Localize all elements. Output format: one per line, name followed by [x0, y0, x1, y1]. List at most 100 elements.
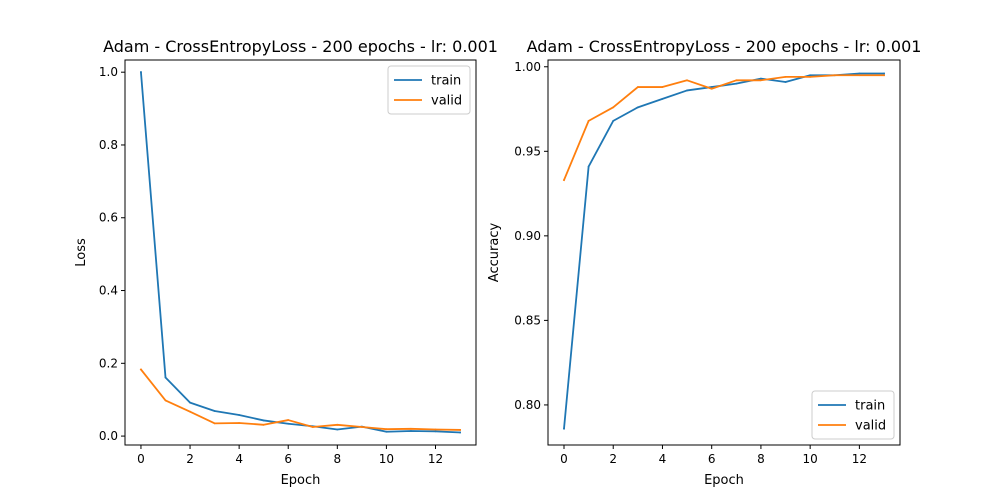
- loss-train-point: [385, 430, 388, 433]
- loss-train-point: [164, 376, 167, 379]
- loss-train-point: [140, 71, 142, 74]
- accuracy-chart-title: Adam - CrossEntropyLoss - 200 epochs - l…: [527, 37, 922, 56]
- accuracy-valid-point: [612, 106, 615, 109]
- accuracy-train-point: [735, 82, 738, 85]
- accuracy-x-tick-label: 2: [609, 452, 617, 466]
- loss-valid-point: [262, 423, 265, 426]
- accuracy-train-point: [661, 97, 664, 100]
- accuracy-x-tick-label: 10: [803, 452, 818, 466]
- accuracy-valid-point: [784, 76, 787, 78]
- accuracy-valid-point: [710, 87, 713, 90]
- loss-train-point: [287, 422, 290, 425]
- loss-y-tick-label: 0.8: [99, 138, 118, 152]
- loss-x-tick-label: 4: [235, 452, 243, 466]
- accuracy-series-valid-line: [562, 74, 885, 182]
- loss-y-tick-label: 0.0: [99, 429, 118, 443]
- loss-valid-point: [238, 422, 241, 424]
- loss-train-point: [434, 430, 437, 433]
- accuracy-train-point: [686, 89, 688, 92]
- loss-valid-point: [434, 428, 437, 431]
- loss-y-tick-label: 0.4: [99, 284, 118, 298]
- loss-x-tick-label: 0: [137, 452, 145, 466]
- accuracy-x-tick-label: 8: [757, 452, 765, 466]
- accuracy-train-point: [587, 165, 590, 168]
- loss-y-axis-label: Loss: [74, 238, 89, 267]
- accuracy-valid-point: [833, 74, 836, 77]
- accuracy-valid-point: [883, 74, 885, 77]
- accuracy-train-point: [636, 106, 639, 109]
- loss-x-tick-label: 2: [186, 452, 194, 466]
- loss-train-point: [459, 431, 461, 434]
- loss-axes-frame: [124, 59, 477, 446]
- accuracy-x-tick-label: 4: [659, 452, 667, 466]
- loss-valid-point: [385, 428, 388, 431]
- accuracy-y-tick-label: 1.00: [514, 60, 541, 74]
- accuracy-valid-point: [809, 76, 812, 78]
- accuracy-train-point: [612, 119, 615, 122]
- accuracy-train-point: [784, 81, 787, 83]
- loss-series-train-line: [139, 71, 461, 434]
- accuracy-valid-point: [636, 86, 639, 88]
- loss-y-tick-label: 1.0: [99, 65, 118, 79]
- accuracy-x-tick-label: 0: [560, 452, 568, 466]
- loss-valid-point: [164, 399, 167, 402]
- loss-valid-point: [410, 427, 412, 430]
- accuracy-valid-point: [587, 119, 590, 122]
- loss-valid-point: [140, 368, 142, 371]
- loss-legend-box: [387, 65, 471, 115]
- accuracy-train-point: [809, 74, 812, 77]
- loss-x-axis-label: Epoch: [281, 473, 321, 488]
- accuracy-y-tick-label: 0.85: [514, 313, 541, 327]
- accuracy-subplot: Adam - CrossEntropyLoss - 200 epochs - l…: [487, 37, 921, 488]
- accuracy-axes-frame: [547, 59, 901, 446]
- accuracy-y-tick-label: 0.95: [514, 144, 541, 158]
- loss-valid-point: [189, 410, 191, 413]
- loss-x-tick-label: 8: [333, 452, 341, 466]
- loss-valid-point: [360, 426, 363, 428]
- loss-train-point: [336, 428, 339, 431]
- loss-series-valid-line: [139, 368, 461, 431]
- accuracy-x-tick-label: 12: [852, 452, 867, 466]
- accuracy-x-tick-label: 6: [708, 452, 716, 466]
- accuracy-legend-valid-label: valid: [855, 419, 886, 434]
- loss-train-point: [238, 414, 241, 416]
- accuracy-train-point: [563, 427, 565, 430]
- accuracy-valid-point: [686, 79, 688, 82]
- accuracy-train-point: [858, 72, 861, 75]
- accuracy-x-axis-label: Epoch: [704, 473, 744, 488]
- loss-x-tick-label: 12: [428, 452, 443, 466]
- loss-subplot: Adam - CrossEntropyLoss - 200 epochs - l…: [74, 37, 498, 488]
- loss-legend-valid-label: valid: [431, 94, 462, 109]
- loss-train-point: [189, 401, 191, 404]
- accuracy-train-point: [760, 77, 762, 80]
- accuracy-y-axis-label: Accuracy: [487, 223, 502, 283]
- loss-valid-point: [459, 429, 461, 431]
- loss-train-point: [262, 419, 265, 422]
- loss-train-point: [213, 410, 216, 412]
- accuracy-train-point: [710, 86, 713, 88]
- loss-valid-point: [336, 423, 339, 426]
- accuracy-valid-point: [858, 74, 861, 77]
- accuracy-valid-point: [661, 86, 664, 88]
- accuracy-legend-box: [811, 390, 895, 440]
- loss-legend-train-label: train: [431, 74, 461, 89]
- loss-y-tick-label: 0.2: [99, 356, 118, 370]
- loss-valid-point: [287, 419, 290, 421]
- loss-legend: train valid: [387, 65, 471, 115]
- accuracy-valid-point: [563, 179, 565, 181]
- loss-y-tick-label: 0.6: [99, 211, 118, 225]
- loss-x-tick-label: 6: [284, 452, 292, 466]
- accuracy-valid-point: [760, 79, 762, 82]
- accuracy-y-tick-label: 0.80: [514, 398, 541, 412]
- loss-valid-point: [311, 426, 314, 428]
- accuracy-train-point: [883, 72, 885, 75]
- accuracy-legend-train-label: train: [855, 399, 885, 414]
- loss-valid-point: [213, 422, 216, 425]
- loss-train-point: [410, 430, 412, 432]
- loss-chart-title: Adam - CrossEntropyLoss - 200 epochs - l…: [103, 37, 498, 56]
- accuracy-legend: train valid: [811, 390, 895, 440]
- accuracy-y-tick-label: 0.90: [514, 229, 541, 243]
- accuracy-valid-point: [735, 79, 738, 82]
- loss-x-tick-label: 10: [379, 452, 394, 466]
